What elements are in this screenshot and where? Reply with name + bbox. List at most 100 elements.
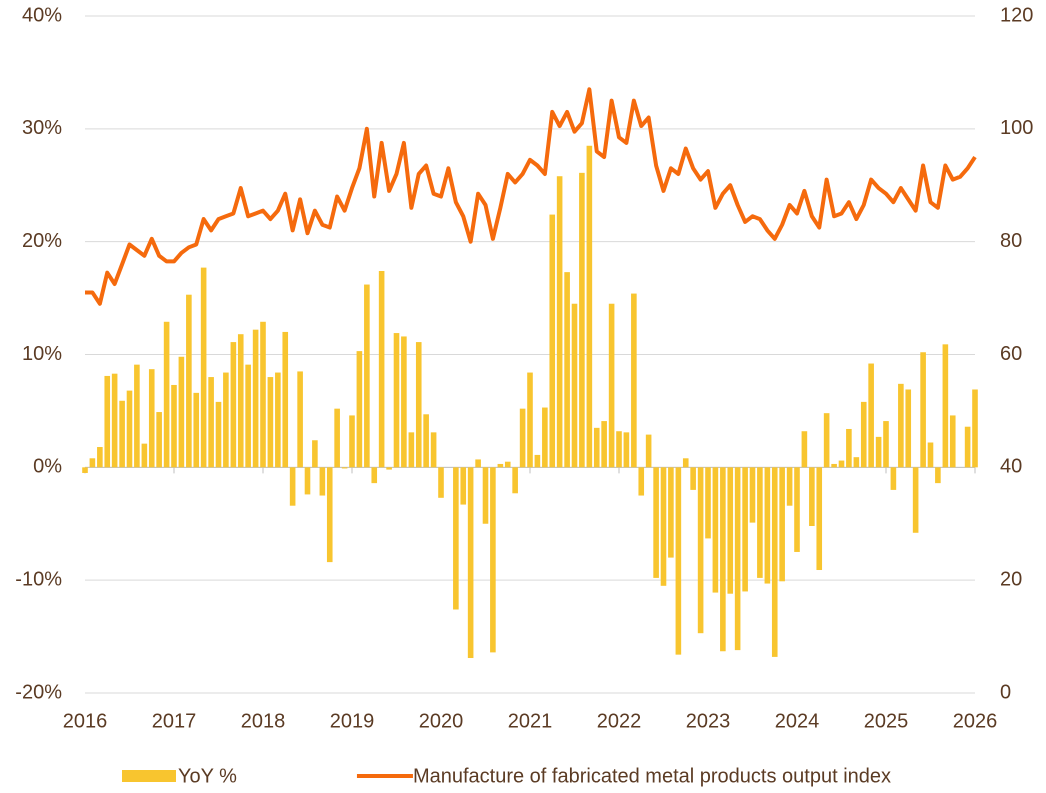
bar <box>542 407 548 468</box>
bar <box>408 432 415 468</box>
bar <box>972 389 978 468</box>
bar <box>675 467 682 655</box>
bar <box>208 377 214 468</box>
bar <box>386 467 392 470</box>
bar <box>846 428 852 468</box>
x-tick-label: 2020 <box>419 710 464 732</box>
bar <box>779 467 785 582</box>
bar <box>771 467 778 657</box>
y2-tick-label: 120 <box>1000 4 1033 26</box>
bar <box>601 421 607 468</box>
x-tick-label: 2018 <box>241 710 286 732</box>
y2-tick-label: 40 <box>1000 456 1022 478</box>
bar <box>430 432 437 468</box>
bar <box>171 384 177 468</box>
bar <box>371 467 378 484</box>
bar <box>148 369 155 468</box>
bar <box>356 351 363 468</box>
bar <box>156 412 162 468</box>
bar <box>467 467 474 659</box>
bar <box>282 331 289 468</box>
x-tick-label: 2022 <box>597 710 642 732</box>
bar <box>341 467 348 469</box>
bar <box>875 436 882 468</box>
bar <box>682 458 689 468</box>
legend-swatch <box>122 770 176 782</box>
bar <box>564 272 570 468</box>
bar <box>757 467 763 578</box>
bar <box>964 426 971 468</box>
bar <box>616 431 622 468</box>
bar <box>111 373 118 468</box>
bar <box>668 467 674 558</box>
bar <box>289 467 296 506</box>
bar <box>534 454 541 468</box>
bar <box>252 329 259 468</box>
bar <box>593 427 600 468</box>
bar <box>823 413 830 468</box>
bar <box>927 442 934 468</box>
y-tick-label: 0% <box>33 456 62 478</box>
y2-tick-label: 0 <box>1000 681 1011 703</box>
bar <box>490 467 496 653</box>
bar <box>608 303 615 468</box>
bar <box>319 467 326 496</box>
bar <box>200 267 207 468</box>
bar <box>579 172 585 468</box>
bar <box>801 431 808 468</box>
bar <box>697 467 704 634</box>
bar <box>334 408 340 468</box>
bar <box>734 467 741 651</box>
bar <box>482 467 489 524</box>
bar <box>838 460 845 468</box>
bar <box>623 432 630 468</box>
bar <box>912 467 919 533</box>
bar <box>423 414 429 468</box>
bar <box>653 467 659 578</box>
bar <box>705 467 711 539</box>
bar <box>890 467 897 490</box>
bar <box>764 467 771 584</box>
bar <box>326 467 333 563</box>
bar <box>223 372 229 468</box>
bar <box>512 467 518 494</box>
bar <box>949 415 956 468</box>
bar <box>794 467 800 552</box>
legend-label: Manufacture of fabricated metal products… <box>413 765 891 787</box>
y-tick-label: -20% <box>15 681 62 703</box>
y2-tick-label: 60 <box>1000 343 1022 365</box>
x-tick-label: 2021 <box>508 710 553 732</box>
bar <box>712 467 719 593</box>
x-tick-label: 2026 <box>953 710 998 732</box>
bar <box>260 321 266 468</box>
bar <box>786 467 793 506</box>
y-tick-label: 20% <box>22 230 62 252</box>
bar <box>690 467 696 490</box>
bar <box>163 321 170 468</box>
x-tick-label: 2019 <box>330 710 375 732</box>
bar <box>935 467 941 484</box>
bar <box>571 303 578 468</box>
bar <box>393 333 400 468</box>
bar <box>475 459 481 468</box>
bar <box>349 415 355 468</box>
bar <box>267 377 274 468</box>
bar <box>920 352 926 468</box>
bar <box>178 356 185 468</box>
bar <box>304 467 311 495</box>
bar <box>868 363 874 468</box>
bar <box>97 447 103 468</box>
bar <box>245 364 251 468</box>
y2-tick-label: 80 <box>1000 230 1022 252</box>
bar <box>237 334 244 468</box>
bar <box>527 372 533 468</box>
bar <box>660 467 667 586</box>
bar <box>860 401 867 468</box>
bar <box>645 434 652 468</box>
bar <box>438 467 444 498</box>
bar <box>720 467 726 652</box>
bar <box>638 467 645 496</box>
bar <box>727 467 734 594</box>
bar <box>401 336 407 468</box>
